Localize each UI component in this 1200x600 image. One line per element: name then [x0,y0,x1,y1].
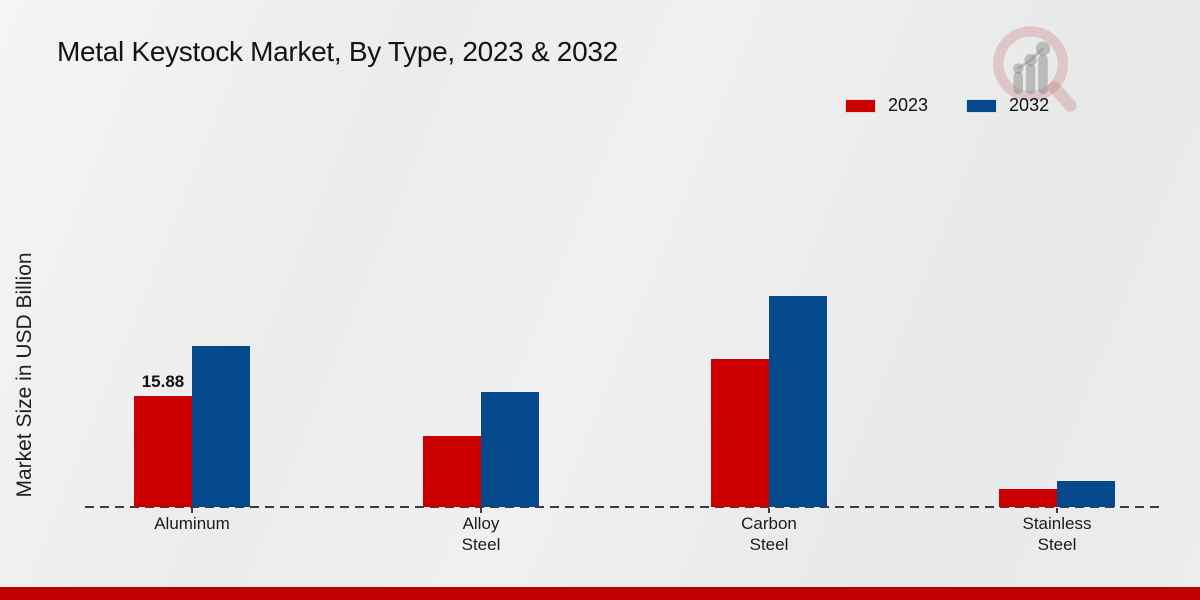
bar-2032-aluminum [192,346,250,507]
chart-title: Metal Keystock Market, By Type, 2023 & 2… [57,36,618,67]
legend-item-2032: 2032 [966,95,1049,116]
legend-label: 2023 [888,95,929,115]
category-label: Aluminum [154,514,230,533]
bar-2023-aluminum [134,395,192,507]
bar-value-label: 15.88 [141,371,185,391]
bar-2023-alloy-steel [423,435,481,507]
bar-2023-stainless-steel [999,488,1057,507]
x-tick [1056,508,1058,513]
bar-2032-alloy-steel [481,391,539,507]
x-tick [480,508,482,513]
legend-label: 2032 [1009,95,1050,115]
legend-swatch-2023 [845,98,876,113]
y-axis-label: Market Size in USD Billion [13,252,36,498]
legend-item-2023: 2023 [845,95,928,116]
legend-swatch-2032 [966,98,998,113]
bar-2032-stainless-steel [1057,481,1115,507]
magnifier-bar-chart-logo-icon [993,26,1077,112]
x-axis-baseline [85,506,1165,508]
chart-legend: 2023 2032 [845,95,1049,116]
category-label: Alloy Steel [461,514,501,554]
category-label: Stainless Steel [1022,514,1092,554]
bar-2023-carbon-steel [711,358,769,507]
bar-2032-carbon-steel [769,295,827,507]
x-tick [191,508,193,513]
footer-accent-bar [0,587,1200,600]
category-label: Carbon Steel [741,514,797,554]
x-tick [768,508,770,513]
